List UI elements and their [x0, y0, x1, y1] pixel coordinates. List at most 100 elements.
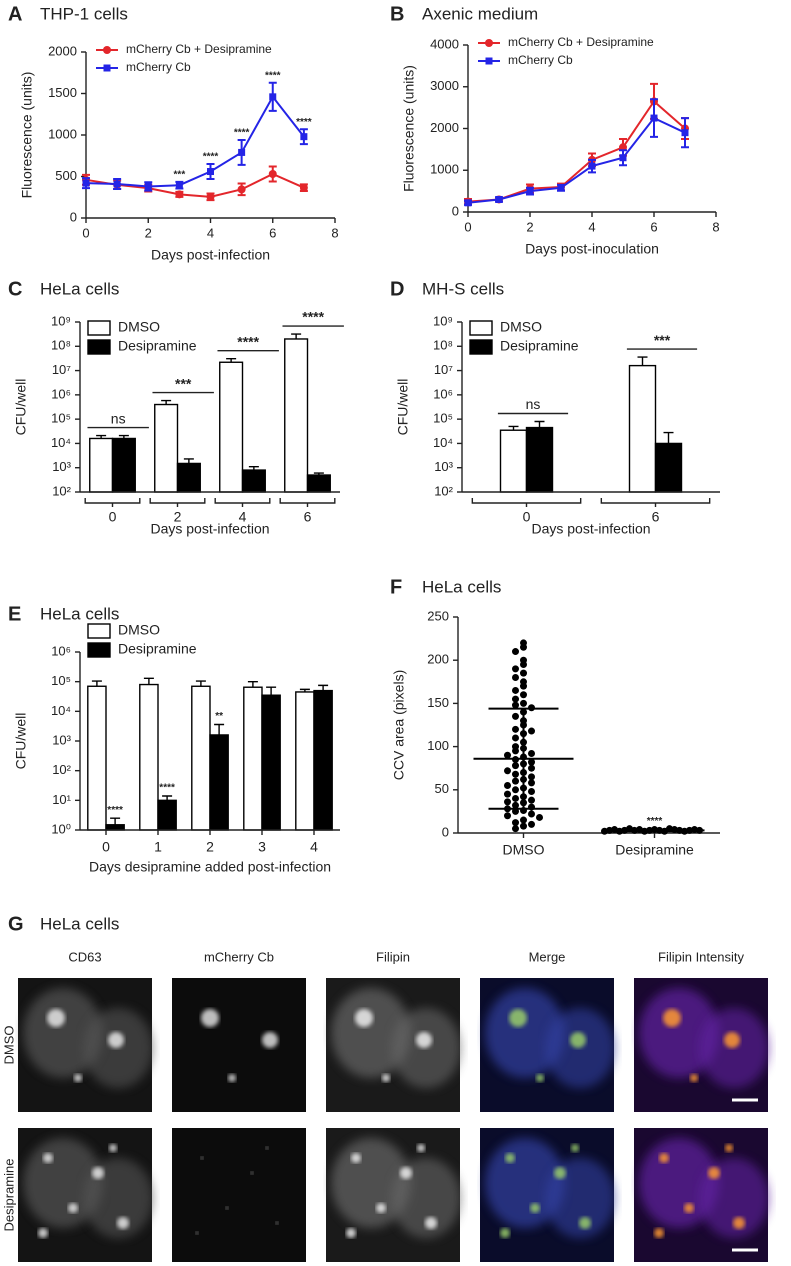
x-tick-label: 0	[523, 509, 531, 525]
cell-spot	[108, 1032, 124, 1048]
y-tick-label: 50	[435, 781, 449, 796]
error-bar	[195, 680, 206, 687]
point	[504, 767, 511, 775]
cell-spot	[659, 1153, 669, 1163]
x-axis-label: Days post-infection	[531, 521, 650, 537]
error-bar	[247, 680, 258, 688]
y-tick-label: 10⁹	[51, 313, 71, 328]
point	[512, 762, 519, 770]
y-axis-label: CFU/well	[395, 379, 411, 436]
x-axis-label: Days desipramine added post-infection	[89, 859, 331, 875]
legend-label: DMSO	[500, 319, 542, 335]
y-tick-label: 10⁸	[51, 338, 71, 353]
y-tick-label: 10⁴	[51, 703, 71, 718]
significance: ****	[234, 128, 250, 139]
y-axis-label: Fluorescence (units)	[401, 65, 417, 192]
cell-spot	[346, 1228, 356, 1238]
error-bar	[266, 686, 277, 696]
point	[526, 187, 534, 195]
y-tick-label: 10⁶	[433, 386, 453, 401]
error-bar	[291, 333, 302, 339]
legend-label: Desipramine	[118, 338, 197, 354]
point	[528, 750, 535, 758]
x-tick-label: 1	[154, 839, 162, 855]
legend-swatch	[469, 339, 493, 355]
point	[175, 190, 184, 199]
row-label: Desipramine	[1, 1159, 16, 1232]
point	[268, 170, 277, 179]
cell-spot	[417, 1144, 425, 1152]
sd-bar	[619, 828, 690, 833]
cell-spot	[262, 1032, 278, 1048]
point	[512, 648, 519, 656]
y-tick-label: 100	[427, 738, 449, 753]
error-bar	[183, 458, 194, 464]
column-header: Filipin Intensity	[658, 949, 744, 964]
legend-label: DMSO	[118, 319, 160, 335]
row-label: DMSO	[1, 1026, 16, 1065]
point	[512, 825, 519, 833]
x-tick-label: DMSO	[503, 842, 545, 858]
y-tick-label: 10⁷	[52, 362, 71, 377]
y-axis-label: CFU/well	[13, 379, 29, 436]
x-tick-label: 4	[207, 225, 214, 240]
point	[464, 199, 472, 207]
point	[528, 779, 535, 787]
micrograph	[326, 1128, 461, 1262]
bar	[176, 462, 201, 493]
column-header: Merge	[529, 949, 566, 964]
category-bracket	[84, 498, 141, 507]
point	[300, 133, 308, 141]
micrograph	[480, 1128, 615, 1262]
y-tick-label: 10³	[434, 459, 453, 474]
panel-title: HeLa cells	[422, 577, 501, 596]
significance: ****	[265, 70, 281, 81]
x-tick-label: 2	[526, 219, 533, 234]
bar	[654, 442, 683, 493]
cell-spot	[654, 1228, 664, 1238]
panel-title: HeLa cells	[40, 914, 119, 933]
micrograph-bg	[172, 1128, 306, 1262]
cell-spot	[530, 1203, 540, 1213]
bar	[261, 694, 281, 831]
y-tick-label: 0	[70, 209, 77, 224]
legend-swatch	[469, 320, 493, 336]
bar	[191, 685, 211, 831]
significance: ****	[302, 309, 324, 325]
cell-spot	[376, 1203, 386, 1213]
cell-haze	[639, 1138, 719, 1228]
column-header: CD63	[68, 949, 101, 964]
error-bar	[318, 684, 329, 691]
bar	[499, 429, 528, 493]
y-tick-label: 0	[452, 203, 459, 218]
point	[504, 790, 511, 798]
point	[175, 181, 183, 189]
cell-haze	[391, 1008, 461, 1088]
panel-title: HeLa cells	[40, 279, 119, 298]
cell-spot	[355, 1009, 373, 1027]
significance: ****	[107, 805, 123, 816]
cell-spot	[416, 1032, 432, 1048]
y-tick-label: 10²	[52, 483, 71, 498]
legend-swatch	[87, 642, 111, 658]
y-tick-label: 2000	[48, 43, 77, 58]
cell-haze	[331, 1138, 411, 1228]
legend-label: DMSO	[118, 622, 160, 638]
cell-spot	[92, 1167, 104, 1179]
bar	[313, 689, 333, 831]
panel-title: MH-S cells	[422, 279, 504, 298]
point	[619, 154, 627, 162]
point	[238, 148, 246, 156]
cell-spot	[500, 1228, 510, 1238]
bar	[243, 686, 263, 831]
cell-spot	[74, 1074, 82, 1082]
bar	[89, 437, 114, 493]
error-bar	[91, 680, 102, 687]
cell-haze	[83, 1008, 153, 1088]
point	[512, 801, 519, 809]
cell-spot	[733, 1217, 745, 1229]
micrograph	[18, 1128, 153, 1262]
point	[588, 162, 596, 170]
y-tick-label: 150	[427, 695, 449, 710]
